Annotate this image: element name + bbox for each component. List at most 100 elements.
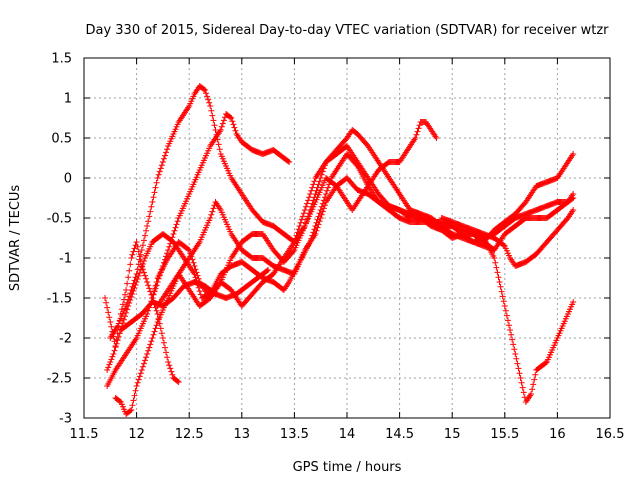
data-point: [168, 237, 175, 244]
data-point: [414, 128, 421, 135]
data-point: [516, 370, 523, 377]
data-point: [162, 344, 169, 351]
series-6: [149, 143, 577, 405]
data-point: [115, 333, 122, 340]
y-tick-label: -0.5: [47, 212, 72, 227]
data-point: [416, 122, 423, 129]
data-point: [137, 370, 144, 377]
data-point: [306, 194, 313, 201]
data-point: [316, 178, 323, 185]
data-point: [147, 341, 154, 348]
data-point: [157, 165, 164, 172]
data-point: [103, 299, 110, 306]
y-tick-label: -2.5: [47, 372, 72, 387]
data-point: [138, 367, 145, 373]
data-point: [306, 210, 313, 217]
data-point: [139, 363, 146, 370]
data-point: [412, 135, 419, 141]
data-point: [102, 295, 109, 301]
data-point: [570, 195, 577, 201]
data-point: [144, 351, 151, 357]
data-point: [188, 253, 195, 260]
data-point: [132, 387, 139, 394]
data-point: [135, 376, 142, 383]
data-point: [500, 242, 507, 249]
x-tick-label: 15: [444, 427, 461, 442]
data-point: [211, 122, 218, 129]
data-point: [512, 351, 519, 357]
x-tick-label: 16.5: [596, 427, 625, 442]
data-point: [153, 322, 160, 329]
data-point: [136, 256, 143, 263]
data-point: [138, 247, 145, 253]
data-point: [513, 355, 520, 362]
data-point: [570, 207, 577, 213]
data-point: [138, 264, 145, 270]
data-point: [319, 208, 326, 215]
data-point: [192, 266, 199, 273]
data-point: [128, 255, 135, 261]
series-4: [104, 111, 293, 389]
data-point: [317, 175, 324, 181]
data-point: [296, 223, 303, 229]
y-tick-label: -1.5: [47, 292, 72, 307]
y-tick-label: -2: [59, 332, 72, 347]
data-point: [304, 200, 311, 207]
data-point: [134, 243, 141, 250]
data-point: [155, 171, 162, 178]
data-point: [308, 187, 315, 194]
data-point: [212, 127, 219, 133]
data-point: [320, 205, 327, 212]
series-7: [154, 127, 577, 309]
data-point: [126, 267, 133, 274]
data-point: [509, 336, 516, 343]
data-point: [122, 291, 129, 298]
data-point: [515, 365, 522, 372]
data-point: [124, 280, 131, 287]
data-point: [205, 96, 212, 103]
y-tick-label: 0: [64, 172, 72, 187]
data-point: [201, 87, 208, 93]
data-point: [125, 296, 132, 303]
data-point: [171, 227, 178, 234]
y-tick-label: -3: [59, 412, 72, 427]
data-point: [220, 117, 227, 124]
data-point: [508, 331, 515, 338]
data-point: [151, 287, 158, 293]
data-point: [203, 90, 210, 97]
data-point: [142, 232, 149, 239]
data-point: [413, 131, 420, 138]
x-tick-label: 15.5: [490, 427, 519, 442]
data-point: [162, 152, 169, 159]
data-point: [310, 181, 317, 188]
y-tick-label: 1.5: [51, 52, 72, 67]
data-point: [152, 184, 159, 191]
chart-title: Day 330 of 2015, Sidereal Day-to-day VTE…: [85, 23, 609, 38]
data-point: [510, 341, 517, 348]
data-point: [316, 218, 323, 225]
data-point: [168, 368, 175, 375]
data-point: [322, 191, 329, 197]
data-point: [167, 240, 174, 247]
data-point: [151, 328, 158, 335]
x-tick-label: 13.5: [280, 427, 309, 442]
data-point: [293, 232, 300, 239]
data-point: [321, 202, 328, 209]
data-point: [148, 203, 155, 210]
data-point: [144, 223, 151, 229]
data-point: [123, 287, 130, 293]
data-point: [207, 103, 214, 109]
data-point: [186, 247, 193, 253]
data-point: [264, 267, 271, 274]
x-tick-label: 12: [128, 427, 145, 442]
data-point: [128, 287, 135, 293]
data-point: [570, 299, 577, 305]
data-point: [325, 184, 332, 191]
y-axis-title: SDTVAR / TECUs: [8, 185, 23, 292]
data-point: [136, 373, 143, 380]
data-point: [116, 330, 123, 337]
data-point: [133, 383, 140, 389]
data-point: [305, 213, 312, 220]
data-point: [154, 311, 161, 317]
data-point: [231, 124, 238, 131]
